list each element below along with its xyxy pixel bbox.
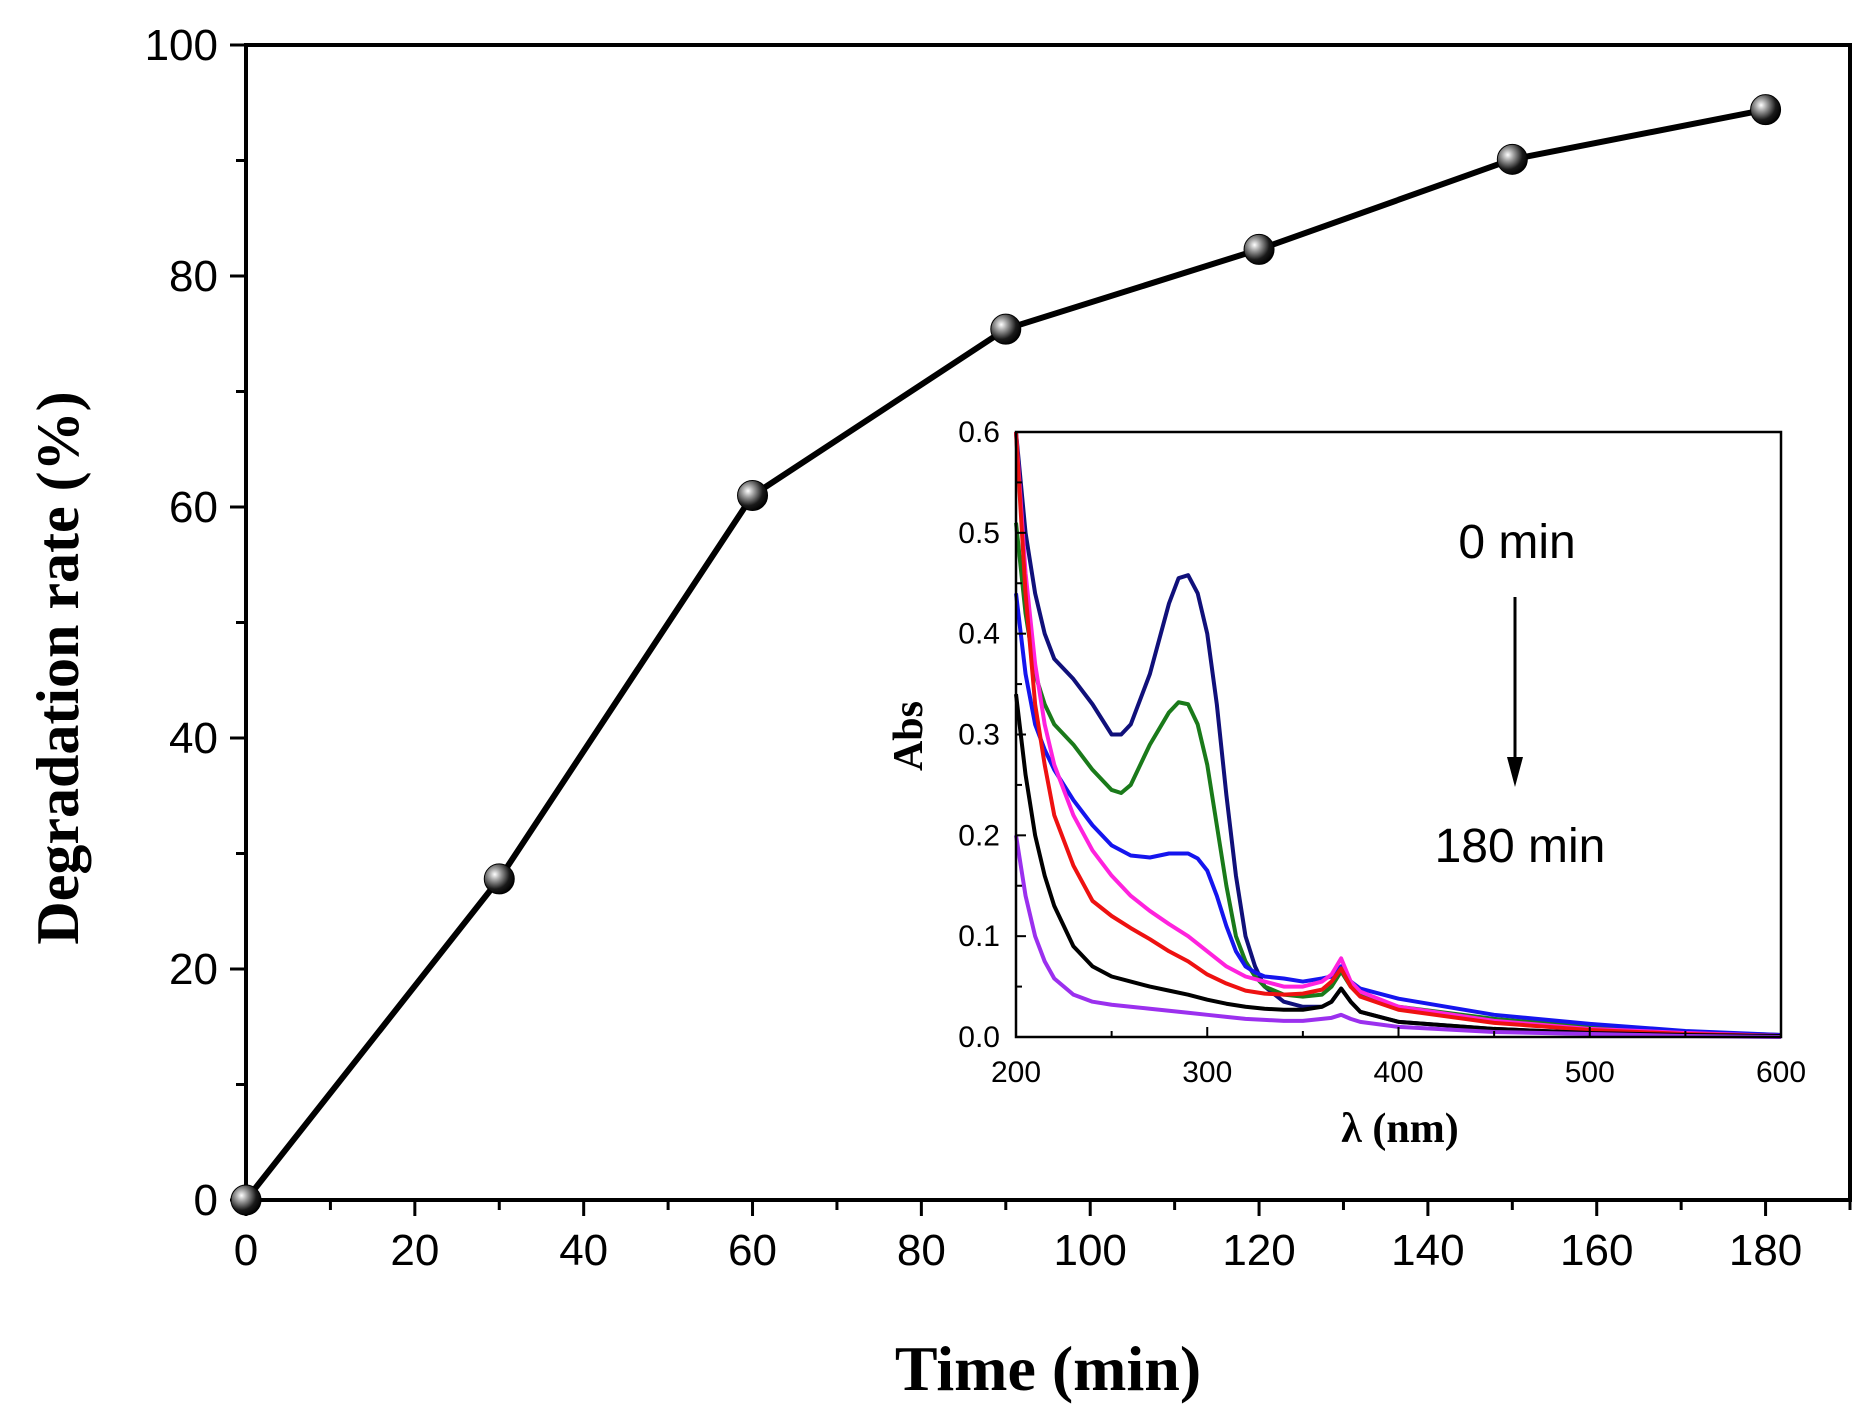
inset-x-tick-label: 500 <box>1565 1056 1615 1089</box>
main-data-point <box>737 479 769 511</box>
annotation-arrow-head <box>1507 757 1523 787</box>
inset-series-line <box>1014 431 1782 1038</box>
inset-x-tick-label: 300 <box>1182 1056 1232 1089</box>
main-y-tick-label: 60 <box>169 483 218 532</box>
main-data-point <box>1750 94 1782 126</box>
main-data-point <box>990 313 1022 345</box>
main-data-point <box>1243 233 1275 265</box>
main-x-tick-label: 180 <box>1729 1226 1802 1275</box>
main-y-tick-label: 40 <box>169 714 218 763</box>
inset-x-axis: 200 300 400 500 600 <box>991 1027 1806 1089</box>
main-x-tick-label: 60 <box>728 1226 777 1275</box>
inset-series-line <box>1014 431 1782 1038</box>
inset-y-tick-label: 0.5 <box>958 517 1000 550</box>
inset-x-axis-title: λ (nm) <box>1341 1106 1458 1152</box>
main-y-axis: 0 20 40 60 80 100 <box>145 21 246 1225</box>
inset-y-tick-label: 0.1 <box>958 920 1000 953</box>
main-y-tick-label: 0 <box>194 1176 218 1225</box>
main-x-tick-label: 100 <box>1053 1226 1126 1275</box>
inset-background <box>1016 432 1781 1037</box>
main-x-axis-title: Time (min) <box>895 1333 1201 1404</box>
main-data-point <box>483 863 515 895</box>
annotation-end-label: 180 min <box>1435 820 1606 873</box>
main-y-axis-title: Degradation rate (%) <box>25 391 91 944</box>
inset-y-axis: 0.0 0.1 0.2 0.3 0.4 0.5 0.6 <box>958 416 1026 1054</box>
inset-x-tick-label: 200 <box>991 1056 1041 1089</box>
main-x-axis: 0 20 40 60 80 100 120 140 160 180 <box>234 1200 1852 1275</box>
main-x-tick-label: 0 <box>234 1226 258 1275</box>
main-data-point <box>230 1184 262 1216</box>
inset-y-tick-label: 0.0 <box>958 1021 1000 1054</box>
inset-chart: 200 300 400 500 600 0.0 0.1 0.2 0.3 0.4 0.5 0.6 λ … <box>886 416 1806 1152</box>
inset-y-tick-label: 0.2 <box>958 819 1000 852</box>
inset-x-tick-label: 600 <box>1756 1056 1806 1089</box>
inset-y-tick-label: 0.4 <box>958 618 1000 651</box>
main-data-point <box>1496 143 1528 175</box>
main-x-tick-label: 140 <box>1391 1226 1464 1275</box>
inset-series-line <box>1014 835 1782 1039</box>
main-chart: 0 20 40 60 80 100 120 140 160 180 0 20 40 60 80 100 Ti… <box>25 21 1852 1404</box>
main-x-tick-label: 40 <box>559 1226 608 1275</box>
main-x-tick-label: 120 <box>1222 1226 1295 1275</box>
inset-series-line <box>1014 693 1782 1038</box>
main-x-tick-label: 20 <box>390 1226 439 1275</box>
main-x-tick-label: 80 <box>897 1226 946 1275</box>
main-series-layer <box>230 94 1782 1216</box>
annotation-start-label: 0 min <box>1458 516 1575 569</box>
main-y-tick-label: 80 <box>169 252 218 301</box>
inset-y-axis-title: Abs <box>886 701 932 771</box>
inset-y-tick-label: 0.6 <box>958 416 1000 449</box>
main-x-tick-label: 160 <box>1560 1226 1633 1275</box>
inset-y-tick-label: 0.3 <box>958 719 1000 752</box>
main-y-tick-label: 20 <box>169 945 218 994</box>
inset-x-tick-label: 400 <box>1373 1056 1423 1089</box>
inset-series-layer <box>1014 431 1782 1039</box>
main-y-tick-label: 100 <box>145 21 218 70</box>
